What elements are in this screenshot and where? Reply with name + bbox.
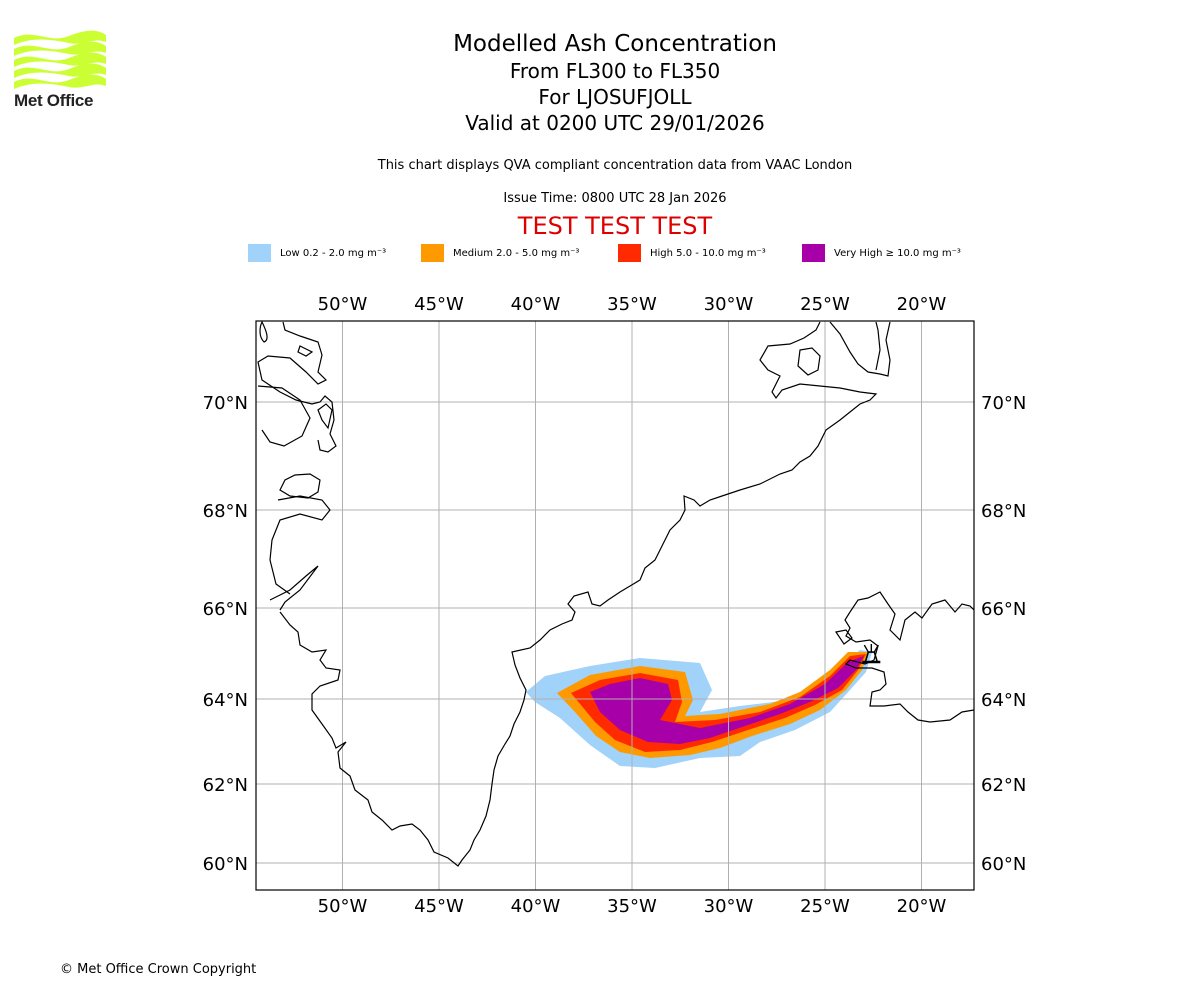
chart-titles: Modelled Ash Concentration From FL300 to… xyxy=(315,30,915,136)
coastline xyxy=(279,473,321,499)
lon-tick-label-top: 45°W xyxy=(414,294,464,315)
coastline xyxy=(849,591,974,642)
volcano-plume-lines xyxy=(863,644,879,653)
met-office-logo xyxy=(14,30,109,112)
lon-tick-label-bottom: 50°W xyxy=(318,896,368,917)
valid-time: Valid at 0200 UTC 29/01/2026 xyxy=(465,111,765,135)
lon-tick-label-top: 35°W xyxy=(607,294,657,315)
coastline xyxy=(875,321,881,371)
lon-tick-label-bottom: 35°W xyxy=(607,896,657,917)
legend-label-very-high: Very High ≥ 10.0 mg m⁻³ xyxy=(834,247,961,259)
lat-tick-label-right: 68°N xyxy=(981,501,1026,522)
legend-label-medium: Medium 2.0 - 5.0 mg m⁻³ xyxy=(453,247,580,259)
coastline xyxy=(257,385,311,447)
lat-tick-label-left: 68°N xyxy=(203,501,248,522)
legend-item-medium: Medium 2.0 - 5.0 mg m⁻³ xyxy=(421,244,579,262)
lon-tick-label-bottom: 25°W xyxy=(800,896,850,917)
volcano-icon xyxy=(862,644,881,664)
test-banner: TEST TEST TEST xyxy=(517,212,713,240)
lat-tick-label-right: 64°N xyxy=(981,690,1026,711)
lat-tick-label-right: 62°N xyxy=(981,775,1026,796)
coastline xyxy=(797,347,821,376)
lat-tick-label-right: 60°N xyxy=(981,854,1026,875)
coastline xyxy=(269,565,319,611)
lat-tick-label-left: 64°N xyxy=(203,690,248,711)
volcano-name: For LJOSUFJOLL xyxy=(538,85,692,109)
lon-tick-label-bottom: 45°W xyxy=(414,896,464,917)
lat-tick-label-left: 66°N xyxy=(203,599,248,620)
met-office-waves-icon xyxy=(14,30,106,89)
ash-region-very-high xyxy=(590,656,864,744)
coastline xyxy=(835,629,853,645)
coastline xyxy=(297,345,314,357)
coastline xyxy=(257,321,337,453)
lon-tick-label-bottom: 20°W xyxy=(897,896,947,917)
coastline xyxy=(317,403,333,430)
lat-tick-label-right: 66°N xyxy=(981,599,1026,620)
legend-label-low: Low 0.2 - 2.0 mg m⁻³ xyxy=(280,247,387,259)
legend-swatch-high xyxy=(618,244,641,262)
lat-tick-label-left: 62°N xyxy=(203,775,248,796)
lat-tick-label-right: 70°N xyxy=(981,393,1026,414)
legend-swatch-very-high xyxy=(802,244,825,262)
logo-text: Met Office xyxy=(14,91,94,110)
lat-tick-label-left: 70°N xyxy=(203,393,248,414)
copyright: © Met Office Crown Copyright xyxy=(60,962,257,977)
lon-tick-label-top: 20°W xyxy=(897,294,947,315)
lat-tick-label-left: 60°N xyxy=(203,854,248,875)
issue-time: Issue Time: 0800 UTC 28 Jan 2026 xyxy=(503,191,727,206)
coastline xyxy=(279,321,878,867)
lon-tick-label-top: 40°W xyxy=(511,294,561,315)
coastline xyxy=(269,495,331,595)
axis-labels: 50°W 50°W 45°W 45°W 40°W 40°W 35°W 35°W 30°W 30°W… xyxy=(203,294,1027,917)
legend-label-high: High 5.0 - 10.0 mg m⁻³ xyxy=(650,247,766,259)
coastline xyxy=(829,321,891,377)
legend-item-low: Low 0.2 - 2.0 mg m⁻³ xyxy=(248,244,386,262)
lon-tick-label-top: 25°W xyxy=(800,294,850,315)
map-frame xyxy=(255,320,975,891)
coastline xyxy=(259,321,268,343)
graticule xyxy=(256,321,974,890)
legend-item-high: High 5.0 - 10.0 mg m⁻³ xyxy=(618,244,766,262)
chart-description: This chart displays QVA compliant concen… xyxy=(377,158,853,173)
ash-plume xyxy=(526,650,872,768)
lon-tick-label-top: 30°W xyxy=(704,294,754,315)
lon-tick-label-bottom: 30°W xyxy=(704,896,754,917)
legend-swatch-low xyxy=(248,244,271,262)
flight-levels: From FL300 to FL350 xyxy=(509,59,721,83)
coastline xyxy=(844,611,974,723)
legend-swatch-medium xyxy=(421,244,444,262)
lon-tick-label-bottom: 40°W xyxy=(511,896,561,917)
chart-title: Modelled Ash Concentration xyxy=(453,31,777,57)
legend-item-very-high: Very High ≥ 10.0 mg m⁻³ xyxy=(802,244,961,262)
lon-tick-label-top: 50°W xyxy=(318,294,368,315)
coastlines xyxy=(257,321,974,867)
